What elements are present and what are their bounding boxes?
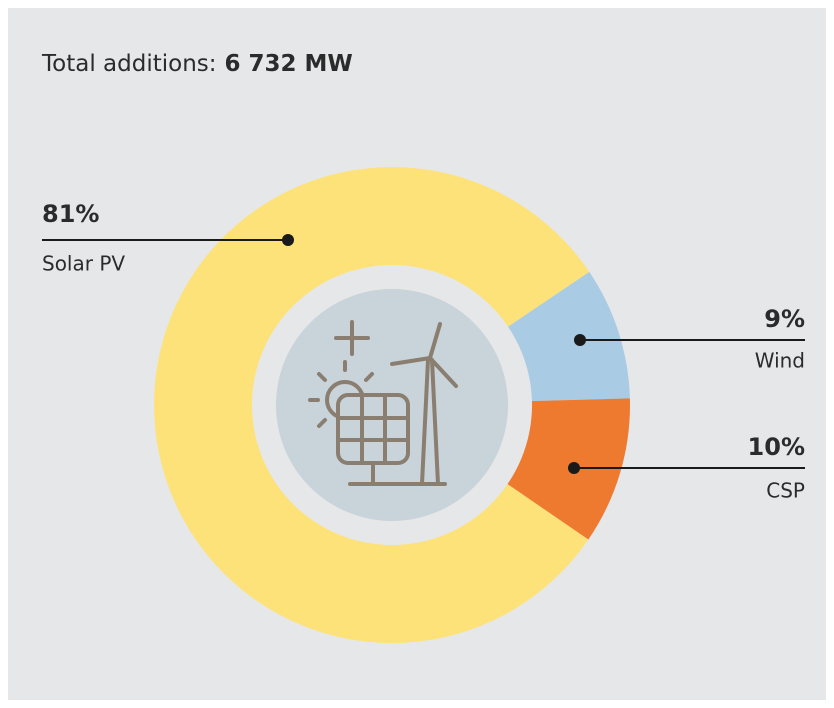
value-label: 81% bbox=[42, 200, 99, 228]
chart-title: Total additions: bbox=[41, 51, 217, 77]
category-label: Solar PV bbox=[42, 252, 125, 276]
title-line: Total additions: 6 732 MW bbox=[41, 51, 353, 77]
total: 6 732 MW bbox=[225, 51, 353, 77]
leader-dot bbox=[574, 334, 586, 346]
leader-dot bbox=[568, 462, 580, 474]
icon bbox=[308, 320, 458, 486]
leader-dot bbox=[282, 234, 294, 246]
value-label: 9% bbox=[764, 305, 805, 333]
category-label: CSP bbox=[766, 479, 805, 503]
category-label: Wind bbox=[755, 349, 805, 373]
value-label: 10% bbox=[748, 433, 805, 461]
